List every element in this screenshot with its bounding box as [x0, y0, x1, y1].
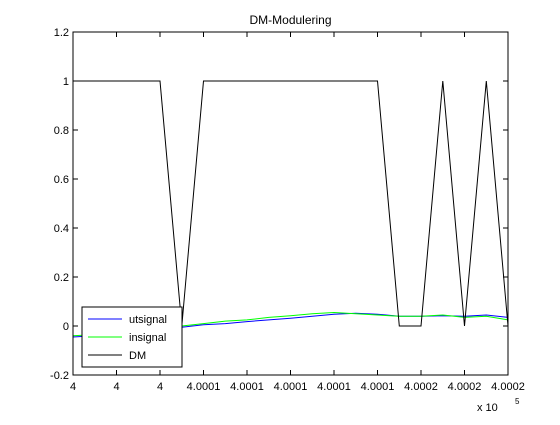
- x-axis-exponent-label: x 10: [477, 402, 498, 414]
- y-tick-label: 0.8: [54, 125, 69, 137]
- series-line-dm: [73, 80, 509, 327]
- plot-area-frame: [72, 31, 509, 376]
- x-axis-exponent-power: 5: [515, 397, 520, 406]
- y-tick-label: -0.2: [50, 370, 69, 382]
- x-tick-label: 4: [157, 381, 163, 393]
- x-tick-label: 4.0002: [491, 381, 525, 393]
- x-tick-label: 4.0001: [317, 381, 351, 393]
- y-axis: -0.2 0 0.2 0.4 0.6 0.8 1 1.2: [50, 27, 508, 382]
- y-tick-label: 0: [63, 321, 69, 333]
- x-axis-exponent: x 10 5: [477, 397, 520, 414]
- x-tick-label: 4.0001: [361, 381, 395, 393]
- legend-items: utsignal insignal DM: [88, 314, 167, 362]
- legend-label-dm: DM: [129, 350, 146, 362]
- x-tick-label: 4: [113, 381, 119, 393]
- x-tick-label: 4.0002: [448, 381, 482, 393]
- y-tick-label: 1.2: [54, 27, 69, 39]
- x-tick-label: 4.0001: [187, 381, 221, 393]
- x-tick-label: 4.0001: [230, 381, 264, 393]
- y-tick-label: 0.4: [54, 223, 69, 235]
- x-axis: 4 4 4 4.0001 4.0001 4.0001 4.0001 4.0001 4.0002 4…: [70, 32, 525, 393]
- legend: utsignal insignal DM: [81, 306, 183, 368]
- x-tick-label: 4.0002: [404, 381, 438, 393]
- x-tick-label: 4: [70, 381, 76, 393]
- y-tick-label: 0.2: [54, 272, 69, 284]
- y-tick-label: 0.6: [54, 174, 69, 186]
- y-tick-label: 1: [63, 76, 69, 88]
- chart-title: DM-Modulering: [249, 13, 331, 27]
- legend-label-insignal: insignal: [129, 332, 166, 344]
- legend-label-utsignal: utsignal: [129, 314, 167, 326]
- x-tick-label: 4.0001: [274, 381, 308, 393]
